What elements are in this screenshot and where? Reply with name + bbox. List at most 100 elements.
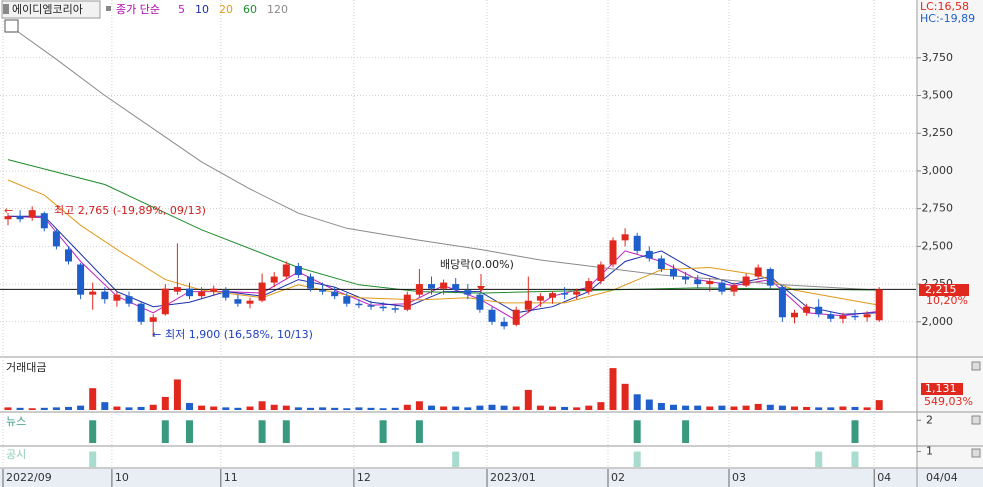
x-tick-label: 2022/09 — [6, 471, 52, 484]
candle-body — [319, 290, 327, 292]
candle-body — [355, 303, 363, 306]
volume-value-box — [921, 383, 963, 395]
candle-body — [573, 291, 581, 295]
candle-body — [803, 306, 811, 313]
high-arrow: ← — [4, 204, 13, 217]
volume-bar — [827, 407, 835, 410]
candle-body — [149, 317, 157, 322]
news-bar — [633, 420, 641, 443]
volume-bar — [210, 406, 218, 410]
volume-bar — [863, 407, 871, 410]
candle-body — [536, 296, 544, 301]
news-bar — [379, 420, 387, 443]
close-volume[interactable] — [971, 361, 981, 371]
volume-bar — [367, 407, 375, 410]
title-box[interactable] — [1, 0, 101, 19]
volume-bar — [246, 406, 254, 410]
candle-body — [682, 276, 690, 280]
volume-bar — [391, 407, 399, 410]
volume-bar — [875, 400, 883, 410]
candle-body — [476, 294, 484, 310]
candle-body — [754, 267, 762, 277]
volume-bar — [4, 407, 12, 410]
disclosure-bar — [452, 451, 460, 467]
candle-body — [125, 296, 133, 304]
candle-body — [270, 276, 278, 283]
candle-body — [415, 284, 423, 295]
volume-bar — [270, 404, 278, 410]
news-bar — [161, 420, 169, 443]
last-date: 04/04 — [926, 471, 958, 484]
close-news[interactable] — [971, 415, 981, 425]
volume-bar — [307, 407, 314, 410]
volume-bar — [198, 405, 206, 410]
volume-bar — [512, 406, 520, 410]
volume-bar — [464, 407, 472, 410]
candle-body — [863, 314, 871, 318]
candle-body — [198, 291, 206, 297]
volume-bar — [125, 407, 133, 410]
x-tick-label: 11 — [224, 471, 238, 484]
candle-body — [403, 294, 411, 310]
volume-bar — [633, 394, 641, 410]
dividend-annotation: 배당락(0.00%) — [440, 258, 514, 271]
volume-bar — [839, 406, 847, 410]
y-tick-label: 3,750 — [922, 51, 954, 64]
disclosure-bar — [633, 451, 641, 467]
volume-bar — [343, 408, 351, 410]
candle-body — [657, 258, 665, 270]
volume-change: 549,03% — [924, 395, 973, 408]
volume-bar — [791, 406, 798, 410]
volume-bar — [440, 406, 448, 410]
y-tick-label: 1 — [926, 445, 933, 458]
y-tick-label: 3,000 — [922, 164, 954, 177]
candle-body — [113, 294, 121, 301]
candle-body — [258, 282, 266, 301]
volume-bar — [778, 405, 786, 410]
news-bar — [415, 420, 423, 443]
candle-body — [621, 234, 629, 241]
volume-bar — [524, 389, 532, 410]
candle-body — [609, 240, 617, 265]
volume-title: 거래대금 — [6, 361, 46, 374]
candle-body — [40, 213, 48, 229]
volume-bar — [452, 406, 460, 410]
legend-icon — [106, 6, 111, 11]
lc-label: LC:16,58 — [920, 0, 969, 13]
candle-body — [161, 288, 169, 315]
ma-label: 종가 단순 — [116, 3, 160, 16]
candle-body — [500, 321, 508, 327]
news-bar — [851, 420, 859, 443]
volume-bar — [682, 405, 690, 410]
volume-bar — [815, 407, 823, 410]
dividend-arrowhead — [477, 286, 485, 292]
volume-bar — [585, 405, 593, 410]
volume-bar — [222, 407, 230, 410]
candle-body — [186, 288, 193, 297]
volume-bar — [706, 406, 714, 410]
candle-body — [815, 306, 823, 315]
volume-bar — [803, 406, 811, 410]
x-tick-label: 04 — [877, 471, 891, 484]
close-disclosure[interactable] — [971, 448, 981, 458]
candle-body — [137, 303, 145, 322]
legend-entry: 120 — [267, 3, 288, 16]
grid-icon[interactable] — [4, 19, 19, 33]
volume-bar — [415, 401, 423, 410]
volume-bar — [173, 379, 181, 410]
candle-body — [512, 309, 520, 325]
volume-bar — [597, 402, 605, 410]
candle-body — [246, 300, 254, 304]
candle-body — [488, 309, 496, 322]
volume-bar — [488, 404, 496, 410]
legend-entry: 20 — [219, 3, 233, 16]
volume-bar — [149, 404, 157, 410]
x-tick-label: 12 — [357, 471, 371, 484]
high-annotation: 최고 2,765 (-19,89%, 09/13) — [54, 204, 206, 217]
candle-body — [561, 293, 569, 295]
candle-body — [282, 264, 290, 277]
y-tick-label: 3,250 — [922, 126, 954, 139]
dropdown-icon[interactable] — [3, 4, 9, 14]
volume-bar — [40, 407, 48, 410]
last-change: 10,20% — [926, 294, 968, 307]
